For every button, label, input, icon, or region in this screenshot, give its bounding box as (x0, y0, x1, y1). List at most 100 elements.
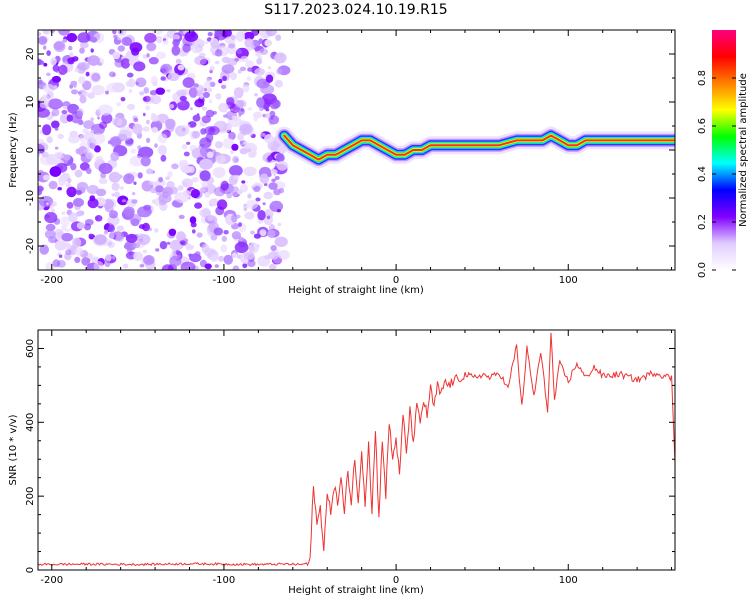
noise-blob (112, 30, 117, 35)
noise-blob (54, 240, 67, 251)
noise-blob (237, 189, 243, 195)
noise-blob (235, 99, 247, 108)
noise-blob (234, 158, 239, 162)
noise-blob (39, 244, 49, 255)
noise-blob (263, 191, 274, 200)
noise-blob (146, 42, 157, 52)
noise-blob (233, 174, 240, 180)
noise-blob (144, 32, 157, 44)
noise-blob (278, 188, 285, 194)
noise-blob (67, 57, 75, 65)
noise-blob (120, 97, 126, 102)
noise-blob (46, 72, 51, 77)
noise-blob (179, 100, 187, 106)
noise-blob (73, 197, 84, 207)
noise-blob (201, 115, 211, 124)
noise-blob (148, 180, 155, 186)
noise-blob (239, 123, 253, 135)
noise-blob (83, 120, 95, 130)
noise-blob (94, 215, 103, 222)
colorbar-tick-label: 0.4 (697, 166, 708, 182)
noise-blob (196, 84, 205, 94)
noise-blob (150, 95, 162, 105)
noise-blob (182, 190, 191, 196)
noise-blob (209, 69, 213, 74)
noise-blob (270, 245, 277, 251)
noise-blob (108, 71, 116, 78)
noise-blob (143, 255, 155, 265)
noise-blob (139, 91, 145, 96)
noise-blob (192, 176, 199, 183)
noise-blob (97, 62, 103, 66)
noise-blob (178, 214, 185, 220)
noise-blob (264, 39, 273, 47)
noise-blob (223, 230, 229, 235)
noise-blob (273, 172, 277, 177)
noise-blob (202, 91, 210, 99)
noise-blob (260, 132, 266, 137)
noise-blob (93, 234, 107, 245)
noise-blob (171, 249, 177, 255)
noise-blob (48, 236, 57, 244)
y-tick-label: 20 (25, 48, 36, 61)
noise-blob (57, 187, 62, 191)
snr-frame (37, 329, 676, 571)
noise-blob (247, 259, 256, 268)
noise-blob (142, 126, 150, 132)
noise-blob (201, 106, 207, 111)
noise-blob (178, 159, 189, 167)
noise-blob (218, 78, 223, 84)
noise-blob (128, 89, 133, 93)
noise-blob (108, 224, 116, 233)
noise-blob (113, 34, 118, 39)
snr-y-axis-label: SNR (10 * v/v) (8, 414, 19, 485)
noise-blob (177, 64, 185, 71)
noise-blob (247, 193, 252, 199)
noise-blob (50, 57, 57, 66)
noise-blob (207, 31, 213, 37)
noise-blob (112, 116, 123, 127)
noise-blob (252, 184, 256, 188)
noise-blob (112, 255, 116, 260)
noise-blob (154, 228, 159, 233)
noise-blob (123, 206, 135, 217)
noise-blob (172, 39, 180, 47)
spectrogram-x-ticks: -200 -100 0 100 (40, 30, 673, 286)
noise-blob (49, 166, 62, 177)
noise-blob (95, 155, 104, 164)
noise-blob (77, 181, 88, 191)
noise-blob (244, 211, 255, 220)
noise-blob (194, 55, 207, 66)
noise-blob (116, 225, 124, 232)
noise-blob (116, 102, 121, 107)
noise-blob (66, 32, 78, 43)
noise-blob (131, 47, 140, 56)
noise-blob (38, 195, 54, 207)
noise-blob (138, 146, 154, 158)
noise-blob (148, 57, 159, 65)
noise-blob (38, 32, 42, 37)
x-tick-label: 100 (559, 275, 578, 286)
noise-blob (133, 181, 137, 185)
noise-blob (46, 136, 53, 144)
noise-blob (83, 223, 92, 231)
noise-blob (90, 48, 94, 53)
noise-blob (199, 170, 211, 182)
noise-blob (74, 247, 84, 256)
colorbar-ticks: 0.0 0.2 0.4 0.6 0.8 (697, 70, 736, 278)
noise-blob (123, 243, 131, 250)
noise-blob (268, 115, 280, 125)
noise-blob (256, 97, 265, 108)
noise-blob (48, 180, 58, 190)
noise-blob (181, 178, 194, 188)
noise-blob (87, 55, 100, 66)
noise-blob (253, 233, 261, 239)
noise-blob (232, 265, 240, 270)
noise-blob (220, 180, 229, 191)
noise-blob (230, 34, 236, 41)
noise-blob (209, 65, 215, 71)
colorbar-bar (712, 30, 736, 270)
noise-blob (183, 151, 190, 157)
noise-blob (114, 191, 120, 198)
noise-blob (235, 31, 246, 42)
